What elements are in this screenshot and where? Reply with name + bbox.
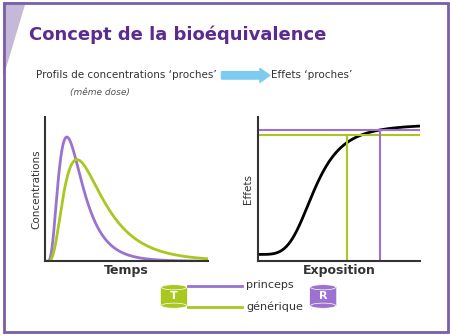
Text: Profils de concentrations ‘proches’: Profils de concentrations ‘proches’ [36, 70, 216, 80]
Text: princeps: princeps [246, 280, 293, 290]
FancyArrow shape [221, 68, 269, 82]
Text: (même dose): (même dose) [70, 88, 129, 96]
Text: R: R [318, 291, 327, 302]
Ellipse shape [310, 285, 335, 290]
Ellipse shape [161, 303, 186, 308]
Y-axis label: Effets: Effets [243, 174, 253, 204]
FancyBboxPatch shape [309, 286, 336, 306]
Ellipse shape [161, 285, 186, 290]
Y-axis label: Concentrations: Concentrations [31, 149, 41, 229]
Text: Effets ‘proches’: Effets ‘proches’ [271, 70, 352, 80]
X-axis label: Exposition: Exposition [302, 264, 375, 277]
Text: générique: générique [246, 301, 303, 312]
FancyBboxPatch shape [160, 286, 187, 306]
Text: T: T [170, 291, 178, 302]
Text: Concept de la bioéquivalence: Concept de la bioéquivalence [29, 26, 326, 45]
X-axis label: Temps: Temps [104, 264, 149, 277]
Ellipse shape [310, 303, 335, 308]
